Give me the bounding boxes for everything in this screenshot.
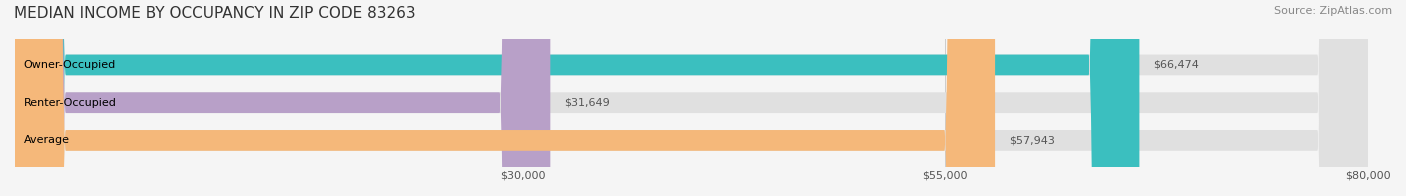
FancyBboxPatch shape xyxy=(15,0,995,196)
FancyBboxPatch shape xyxy=(15,0,1368,196)
Text: Average: Average xyxy=(24,135,69,145)
FancyBboxPatch shape xyxy=(15,0,1368,196)
FancyBboxPatch shape xyxy=(15,0,1139,196)
FancyBboxPatch shape xyxy=(15,0,1368,196)
FancyBboxPatch shape xyxy=(15,0,550,196)
Text: Source: ZipAtlas.com: Source: ZipAtlas.com xyxy=(1274,6,1392,16)
Text: $31,649: $31,649 xyxy=(564,98,610,108)
Text: Renter-Occupied: Renter-Occupied xyxy=(24,98,117,108)
Text: $57,943: $57,943 xyxy=(1008,135,1054,145)
Text: $66,474: $66,474 xyxy=(1153,60,1199,70)
Text: MEDIAN INCOME BY OCCUPANCY IN ZIP CODE 83263: MEDIAN INCOME BY OCCUPANCY IN ZIP CODE 8… xyxy=(14,6,416,21)
Text: Owner-Occupied: Owner-Occupied xyxy=(24,60,115,70)
